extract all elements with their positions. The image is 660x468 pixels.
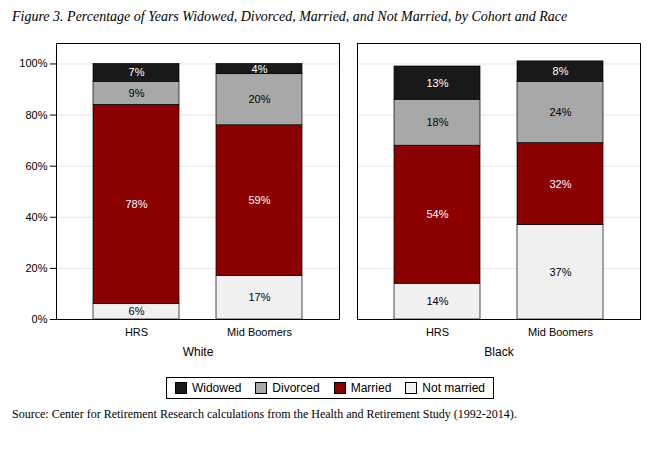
svg-text:32%: 32% (549, 178, 571, 190)
svg-text:20%: 20% (25, 262, 47, 274)
svg-text:100%: 100% (19, 57, 47, 69)
svg-text:8%: 8% (553, 65, 569, 77)
svg-text:4%: 4% (252, 63, 268, 75)
html-text:Figure 3. Percentage of Years: Figure 3. Percentage of Years Widowed, D… (12, 9, 568, 24)
svg-text:78%: 78% (125, 198, 147, 210)
svg-text:HRS: HRS (426, 326, 449, 338)
svg-text:9%: 9% (129, 87, 145, 99)
svg-text:80%: 80% (25, 109, 47, 121)
svg-text:7%: 7% (129, 66, 145, 78)
html-text:Widowed: Widowed (192, 381, 242, 395)
svg-text:40%: 40% (25, 211, 47, 223)
svg-text:24%: 24% (549, 106, 571, 118)
svg-text:6%: 6% (129, 305, 145, 317)
svg-text:37%: 37% (549, 266, 571, 278)
svg-text:18%: 18% (426, 116, 448, 128)
svg-text:20%: 20% (248, 93, 270, 105)
html-text:Not married: Not married (422, 381, 485, 395)
svg-text:0%: 0% (32, 313, 48, 325)
svg-text:54%: 54% (426, 208, 448, 220)
svg-text:Mid Boomers: Mid Boomers (528, 326, 593, 338)
svg-text:Black: Black (484, 345, 514, 359)
svg-text:59%: 59% (248, 194, 270, 206)
html-text:Married: Married (350, 381, 392, 395)
svg-text:HRS: HRS (125, 326, 148, 338)
svg-text:13%: 13% (426, 77, 448, 89)
svg-text:17%: 17% (248, 291, 270, 303)
svg-text:14%: 14% (426, 295, 448, 307)
svg-text:60%: 60% (25, 160, 47, 172)
svg-text:White: White (183, 345, 214, 359)
svg-text:Mid Boomers: Mid Boomers (227, 326, 292, 338)
html-text:Divorced: Divorced (272, 381, 320, 395)
html-text:Source: Center for Retirement: Source: Center for Retirement Research c… (12, 407, 517, 421)
